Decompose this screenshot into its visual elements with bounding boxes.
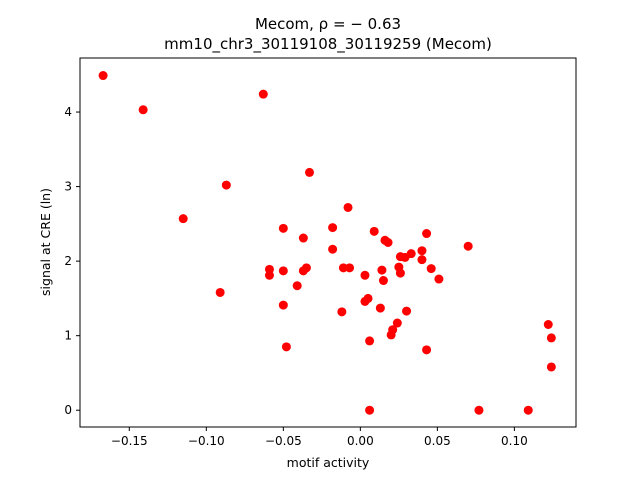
data-point: [98, 71, 108, 81]
y-tick-label: 4: [64, 105, 72, 119]
data-point: [278, 300, 288, 310]
data-point: [426, 264, 436, 274]
data-point: [377, 265, 387, 275]
y-tick-label: 2: [64, 254, 72, 268]
data-point: [301, 263, 311, 273]
x-tick-label: 0.10: [501, 434, 528, 448]
data-point: [378, 276, 388, 286]
chart-title-line2: mm10_chr3_30119108_30119259 (Mecom): [164, 35, 492, 54]
plot-area-frame: [79, 57, 577, 428]
data-point: [434, 274, 444, 284]
y-tick-label: 0: [64, 403, 72, 417]
x-axis-ticks: −0.15 −0.10 −0.05 0.00 0.05 0.10: [111, 427, 528, 448]
chart-title-line1: Mecom, ρ = − 0.63: [255, 15, 401, 33]
data-point: [546, 333, 556, 343]
data-point: [281, 342, 291, 352]
data-point: [264, 270, 274, 280]
data-point: [292, 281, 302, 291]
data-point: [221, 180, 231, 190]
data-point: [278, 266, 288, 276]
x-tick-label: 0.05: [424, 434, 451, 448]
data-point: [365, 405, 375, 415]
data-point: [360, 270, 370, 280]
data-point: [543, 320, 553, 329]
data-point: [369, 226, 379, 236]
x-tick-label: −0.05: [265, 434, 302, 448]
data-point: [345, 263, 355, 273]
data-point: [417, 255, 427, 265]
data-point: [422, 229, 432, 239]
x-axis-label: motif activity: [287, 455, 370, 470]
data-point: [365, 336, 375, 346]
data-point: [395, 268, 405, 278]
y-axis-ticks: 0 1 2 3 4: [64, 105, 80, 417]
data-point: [338, 263, 348, 273]
data-point: [298, 233, 308, 243]
x-tick-label: −0.10: [188, 434, 225, 448]
data-point: [546, 362, 556, 372]
x-tick-label: −0.15: [111, 434, 148, 448]
data-point: [178, 214, 188, 224]
data-point: [337, 307, 347, 317]
data-point: [463, 241, 473, 251]
data-point: [328, 223, 338, 233]
y-tick-label: 3: [64, 180, 72, 194]
y-tick-label: 1: [64, 329, 72, 343]
data-point: [417, 246, 427, 256]
data-point: [305, 167, 315, 177]
data-point: [383, 238, 393, 247]
data-point: [523, 405, 533, 415]
data-point: [215, 287, 225, 297]
data-point: [138, 105, 148, 115]
data-point: [363, 293, 373, 303]
x-tick-label: 0.00: [347, 434, 374, 448]
data-point: [258, 89, 268, 99]
data-point: [386, 330, 396, 340]
data-point: [278, 223, 288, 233]
data-point: [328, 244, 338, 254]
data-point: [375, 303, 385, 313]
data-point: [474, 405, 484, 415]
data-point: [406, 249, 416, 259]
data-points: [98, 71, 556, 415]
data-point: [392, 318, 402, 328]
y-axis-label: signal at CRE (ln): [38, 188, 53, 296]
data-point: [402, 306, 412, 316]
data-point: [422, 345, 432, 355]
data-point: [343, 202, 353, 212]
